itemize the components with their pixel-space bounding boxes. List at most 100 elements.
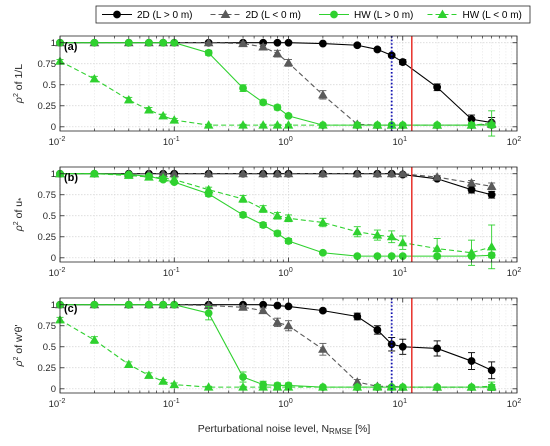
y-tick-label: 0.25 [38,363,57,374]
data-point [272,120,283,129]
x-tick-exponent: 1 [403,136,407,143]
x-tick-label: 10-2 [49,136,66,148]
data-point [124,38,133,47]
data-point [238,382,248,391]
x-tick-base: 10 [49,399,60,410]
data-point [318,39,327,48]
data-point [124,300,133,309]
data-point [467,357,476,365]
data-point [204,48,213,57]
x-tick-exponent: -1 [173,136,179,143]
legend-box [95,5,531,24]
panel-tag: (b) [64,172,78,184]
data-point [433,83,442,92]
data-point [373,326,382,334]
x-tick-base: 10 [278,268,289,279]
x-tick-exponent: 1 [403,398,407,405]
legend-label: HW (L < 0 m) [463,10,522,21]
data-point [258,305,268,315]
plot-area [60,298,517,393]
y-tick-label: 0 [51,253,56,264]
x-axis-label-tail: [%] [352,423,370,435]
x-tick-label: 10-2 [49,398,66,410]
data-point [123,359,134,368]
data-point [486,241,497,251]
x-tick-base: 10 [278,399,289,410]
data-point [318,168,328,178]
data-point [386,120,397,129]
panel-tag: (c) [64,303,78,315]
legend-label: 2D (L > 0 m) [137,10,192,21]
data-point [258,382,268,391]
y-axis-label-symbol: ρ [13,360,25,367]
data-point [466,178,477,187]
data-point [353,41,362,50]
y-tick-label: 0.75 [38,59,57,70]
y-tick-label: 0.5 [43,211,56,222]
data-point [466,120,477,129]
x-tick-exponent: -2 [59,267,65,274]
y-axis-label-symbol: ρ [13,97,25,104]
data-point [387,340,396,349]
x-tick-label: 10-1 [163,267,180,279]
legend-label: HW (L > 0 m) [354,10,413,21]
x-tick-exponent: 0 [289,136,293,143]
y-tick-label: 0.25 [38,101,57,112]
data-point [273,301,282,310]
x-tick-exponent: 2 [517,267,521,274]
data-point [238,168,248,178]
legend-marker [220,9,231,19]
data-point [238,120,248,129]
data-point [144,172,154,181]
legend-item: HW (L < 0 m) [427,9,522,21]
data-point [372,230,383,239]
data-point [432,382,442,391]
y-tick-label: 0 [51,122,56,133]
data-point [373,45,382,54]
data-point [203,120,214,129]
data-point [284,302,293,311]
y-tick-label: 0.5 [43,80,56,91]
data-point [353,312,362,321]
data-point [398,342,407,351]
y-axis-label: ρ2 of w'θ' [13,325,25,368]
data-point [204,309,213,318]
data-point [90,38,99,47]
x-axis-label: Perturbational noise level, NRMSE [%] [198,423,371,436]
data-point [145,300,153,309]
data-point [89,168,100,178]
data-point [238,302,248,311]
tick-marks [59,298,518,393]
data-point [486,118,497,127]
x-axis-label-main: Perturbational noise level, N [198,423,329,435]
x-tick-exponent: -2 [59,398,65,405]
series-hw-l-0-m [55,168,497,270]
data-point [283,168,294,178]
data-point [159,38,168,47]
y-axis-label: ρ2 of u* [13,198,26,232]
y-tick-label: 0 [51,384,56,395]
y-tick-label: 1 [51,300,56,311]
data-point [432,120,442,129]
x-tick-base: 10 [163,268,174,279]
data-point [318,344,328,353]
tick-marks [59,36,518,131]
data-point [272,48,283,58]
series-group [55,37,497,137]
data-point [318,248,327,257]
x-tick-label: 10-2 [49,267,66,279]
y-tick-label: 0.5 [43,342,56,353]
legend: 2D (L > 0 m) 2D (L < 0 m) HW (L > 0 m) HW (… [95,5,531,24]
x-tick-label: 102 [507,398,522,410]
x-tick-base: 10 [507,137,518,148]
x-tick-exponent: 2 [517,398,521,405]
data-point [318,120,328,129]
data-point [433,344,442,353]
series-group [55,168,497,270]
x-tick-label: 101 [393,398,408,410]
legend-item: HW (L > 0 m) [319,10,413,21]
data-point [159,300,168,309]
data-point [273,103,282,112]
